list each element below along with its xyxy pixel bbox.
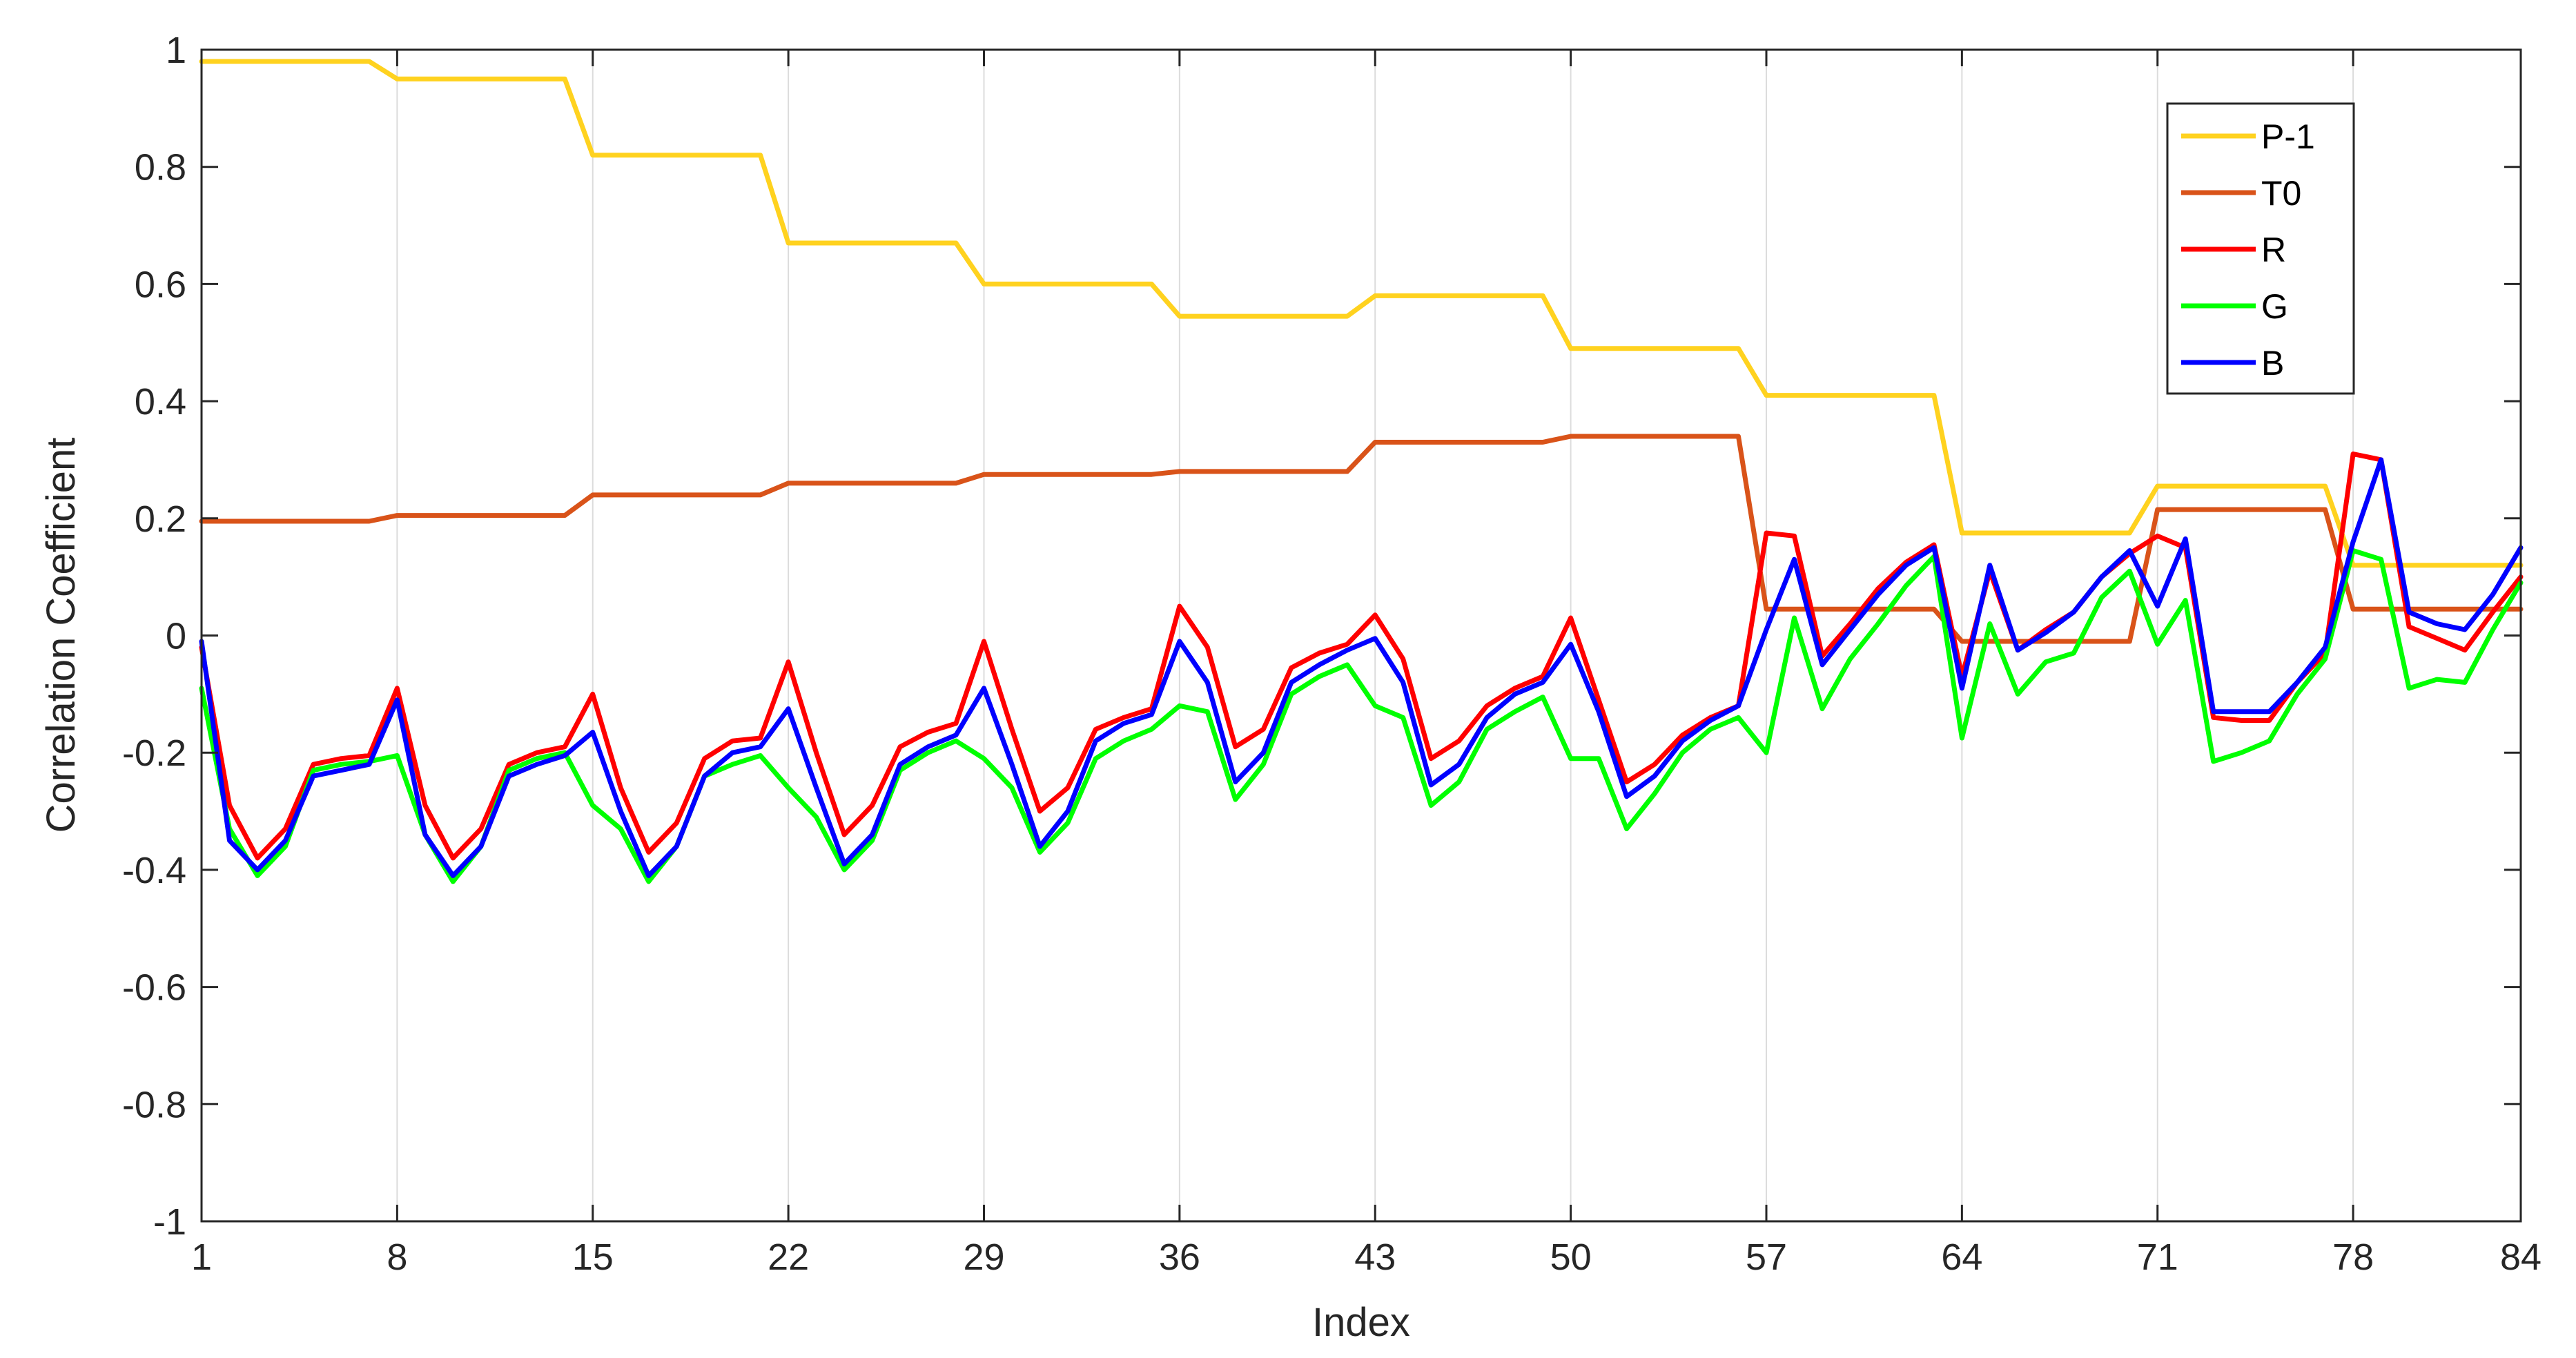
y-tick-label: 0.4 <box>135 381 186 423</box>
x-tick-label: 50 <box>1550 1236 1592 1278</box>
series-lines <box>199 59 2524 884</box>
x-tick-label: 29 <box>963 1236 1004 1278</box>
y-tick-label: -0.4 <box>122 850 186 891</box>
series-line-r <box>199 452 2524 861</box>
plot-area <box>202 50 2521 1221</box>
x-tick-label: 8 <box>387 1236 407 1278</box>
y-tick-label: -1 <box>153 1201 186 1243</box>
series-line-g <box>199 548 2524 884</box>
x-tick-label: 57 <box>1746 1236 1787 1278</box>
y-tick-label: 0.2 <box>135 498 186 540</box>
y-axis-ticks: -1 -0.8 -0.6 -0.4 -0.2 0 0.2 0.4 0.6 0.8 1 <box>122 30 2521 1243</box>
y-tick-label: 0 <box>166 616 186 657</box>
x-tick-label: 71 <box>2137 1236 2178 1278</box>
y-tick-label: -0.2 <box>122 733 186 774</box>
x-axis-label: Index <box>1312 1300 1410 1345</box>
x-axis-ticks: 1 8 15 22 29 36 43 50 57 64 71 78 84 <box>191 50 2541 1278</box>
y-tick-label: -0.8 <box>122 1084 186 1125</box>
y-tick-label: 0.6 <box>135 264 186 305</box>
y-tick-label: 0.8 <box>135 147 186 188</box>
legend: P-1 T0 RGB <box>2166 102 2355 395</box>
x-tick-label: 36 <box>1159 1236 1200 1278</box>
y-tick-label: -0.6 <box>122 967 186 1009</box>
x-tick-label: 22 <box>768 1236 809 1278</box>
legend-label: B <box>2261 344 2284 382</box>
x-tick-label: 64 <box>1941 1236 1982 1278</box>
legend-label: R <box>2261 231 2286 269</box>
x-tick-label: 15 <box>572 1236 614 1278</box>
x-tick-label: 43 <box>1354 1236 1396 1278</box>
series-line-b <box>199 457 2524 878</box>
series-line-t0 <box>199 434 2524 644</box>
x-tick-label: 78 <box>2332 1236 2374 1278</box>
legend-label: G <box>2261 287 2288 326</box>
y-axis-label: Correlation Coefficient <box>39 438 84 833</box>
legend-label: P-1 <box>2261 117 2315 156</box>
x-tick-label: 1 <box>191 1236 212 1278</box>
series-line-p-1 <box>199 59 2524 568</box>
legend-label: T0 <box>2261 174 2301 213</box>
y-tick-label: 1 <box>166 30 186 71</box>
x-tick-label: 84 <box>2500 1236 2541 1278</box>
